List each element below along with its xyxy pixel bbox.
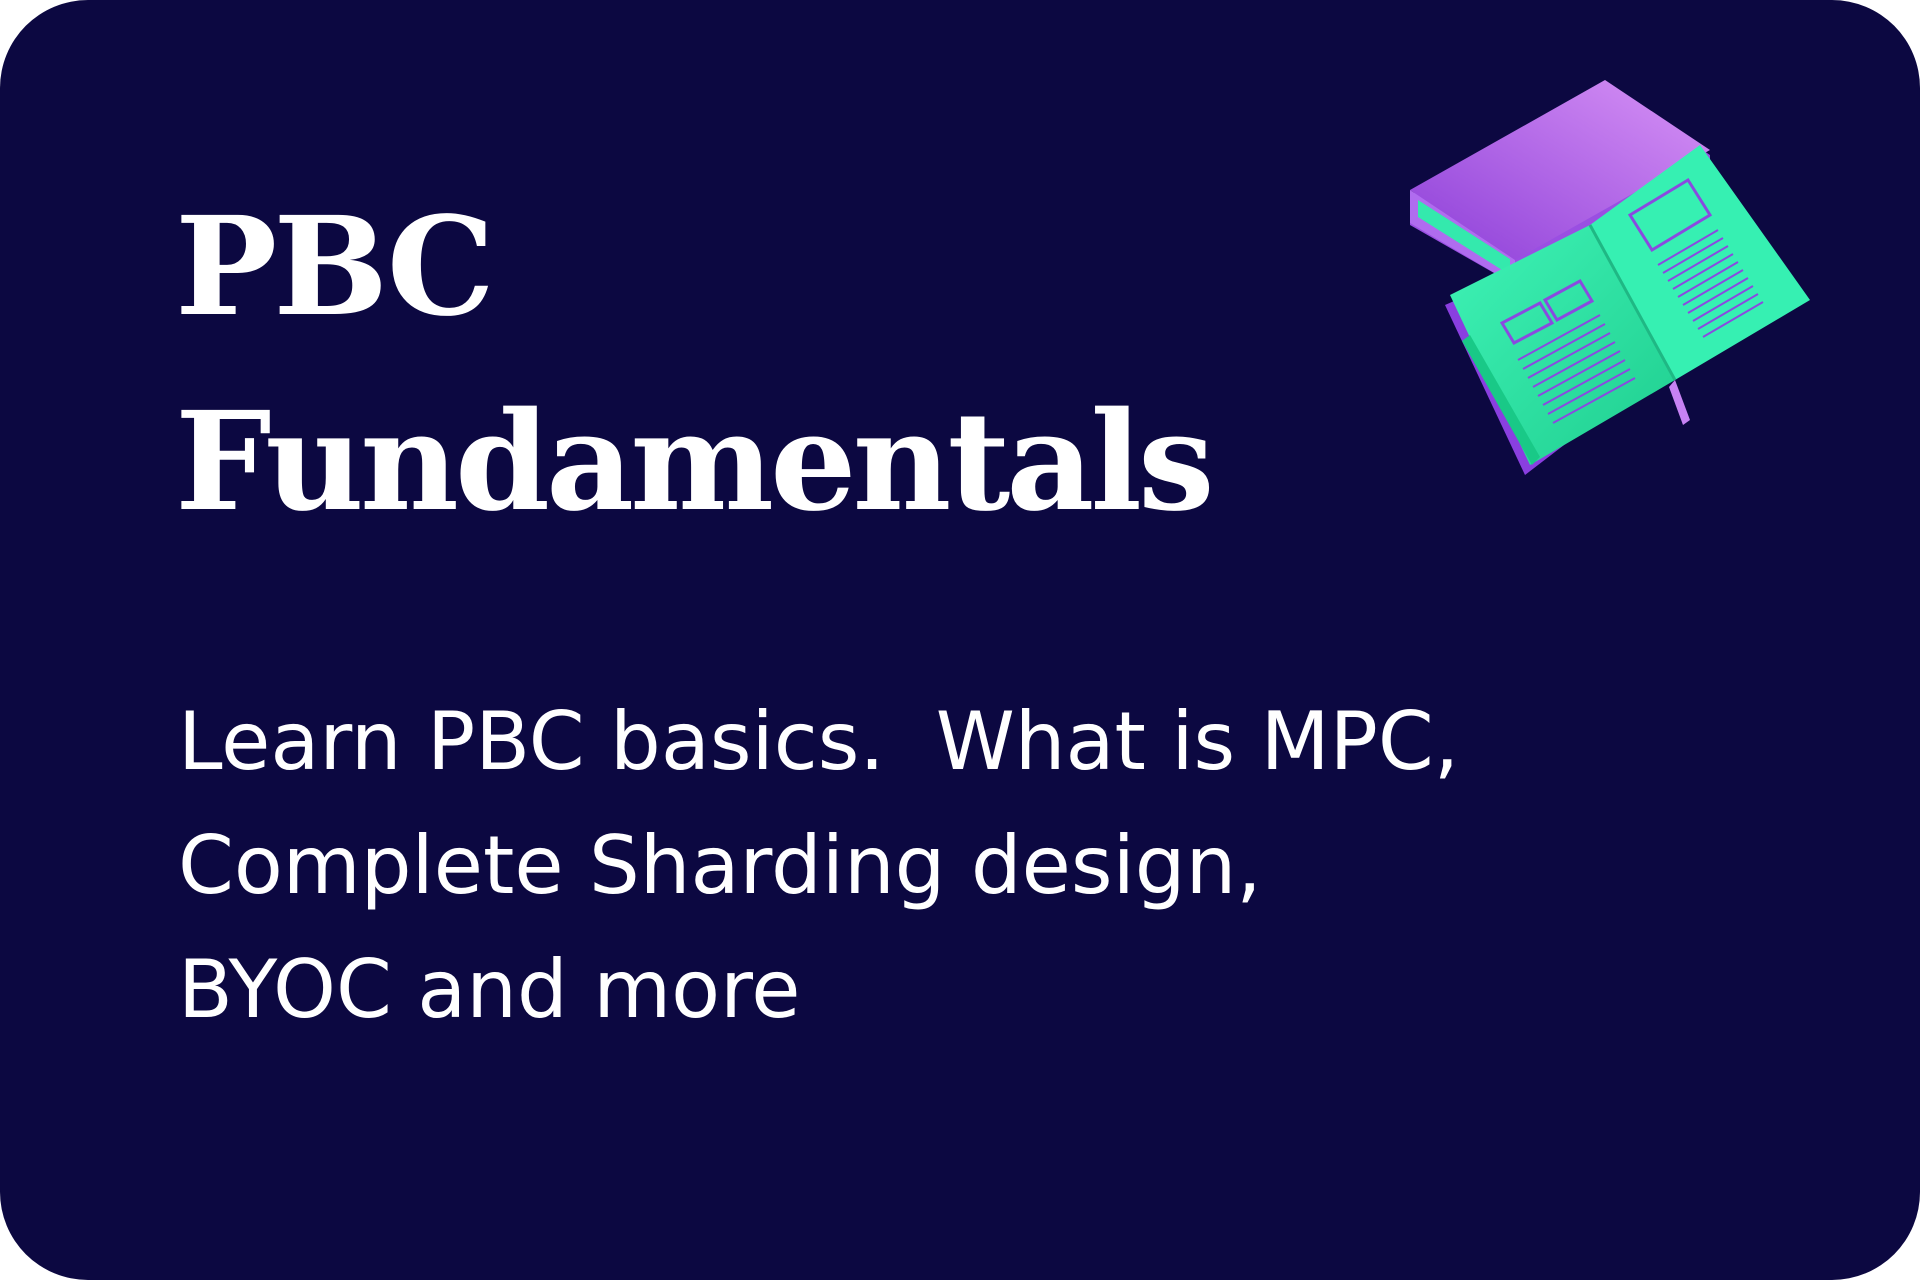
card-description-line-1: Learn PBC basics. What is MPC, <box>178 695 1460 788</box>
card-title-line-1: PBC <box>175 187 495 347</box>
card-description-line-3: BYOC and more <box>178 943 801 1036</box>
open-book-icon <box>1410 80 1810 475</box>
card-title: PBC Fundamentals <box>175 170 1215 560</box>
card-title-line-2: Fundamentals <box>175 382 1215 542</box>
card-description: Learn PBC basics. What is MPC, Complete … <box>178 680 1878 1052</box>
card-description-line-2: Complete Sharding design, <box>178 819 1262 912</box>
